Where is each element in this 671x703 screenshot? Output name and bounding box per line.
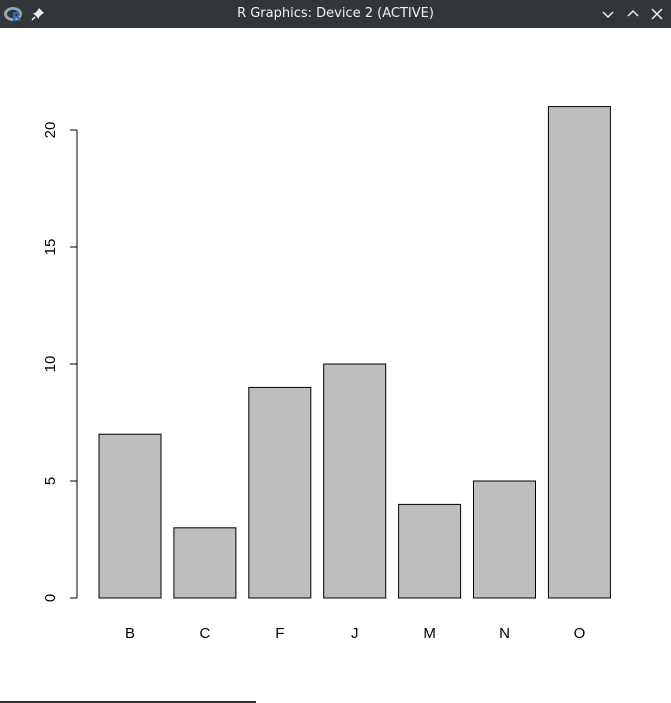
window-title: R Graphics: Device 2 (ACTIVE): [237, 6, 434, 21]
plot-area: 0 5 10 15 20 B C F J M N O: [0, 28, 671, 703]
x-tick-label: J: [351, 625, 359, 642]
pin-icon[interactable]: [31, 7, 45, 21]
status-strip: [0, 701, 256, 703]
close-icon: [651, 8, 663, 20]
x-tick-label: O: [574, 625, 586, 642]
bars: [98, 106, 611, 599]
bar-j: [323, 363, 387, 599]
maximize-button[interactable]: [625, 6, 641, 22]
y-tick-label: 20: [42, 122, 59, 139]
y-tick-label: 5: [42, 477, 59, 485]
bar-chart: 0 5 10 15 20 B C F J M N O: [42, 106, 611, 642]
bar-b: [98, 433, 162, 599]
svg-text:R: R: [12, 10, 21, 24]
title-bar: R R Graphics: Device 2 (ACTIVE): [0, 0, 671, 28]
bar-c: [173, 527, 237, 599]
bar-o: [547, 106, 611, 599]
x-tick-label: F: [275, 625, 284, 642]
bar-f: [248, 386, 312, 599]
y-tick-label: 10: [42, 356, 59, 373]
x-tick-label: C: [199, 625, 210, 642]
r-logo-icon[interactable]: R: [3, 3, 25, 25]
close-button[interactable]: [649, 6, 665, 22]
x-tick-label: B: [125, 625, 135, 642]
chevron-down-icon: [602, 11, 614, 19]
x-tick-label: N: [499, 625, 510, 642]
minimize-button[interactable]: [600, 6, 616, 22]
bar-m: [398, 503, 462, 599]
chevron-up-icon: [627, 9, 639, 17]
bar-n: [473, 480, 536, 599]
y-tick-label: 0: [42, 594, 59, 602]
y-tick-label: 15: [42, 239, 59, 256]
y-axis: 0 5 10 15 20: [42, 122, 78, 602]
x-tick-label: M: [423, 625, 436, 642]
